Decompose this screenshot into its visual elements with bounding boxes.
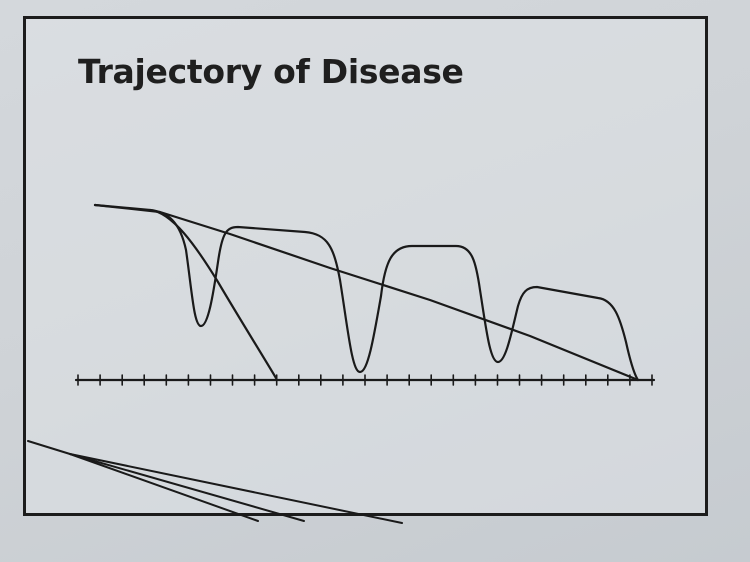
lower-figure-line <box>27 440 259 522</box>
lower-figure-line <box>69 453 403 524</box>
lower-figure-line <box>69 453 305 522</box>
axis-ticks <box>77 374 653 386</box>
steady-decline-curve <box>93 203 640 382</box>
slide-title: Trajectory of Disease <box>78 52 464 91</box>
intermittent-decline-curve <box>148 208 640 382</box>
slide-border <box>23 16 708 516</box>
rapid-decline-curve <box>93 203 278 380</box>
